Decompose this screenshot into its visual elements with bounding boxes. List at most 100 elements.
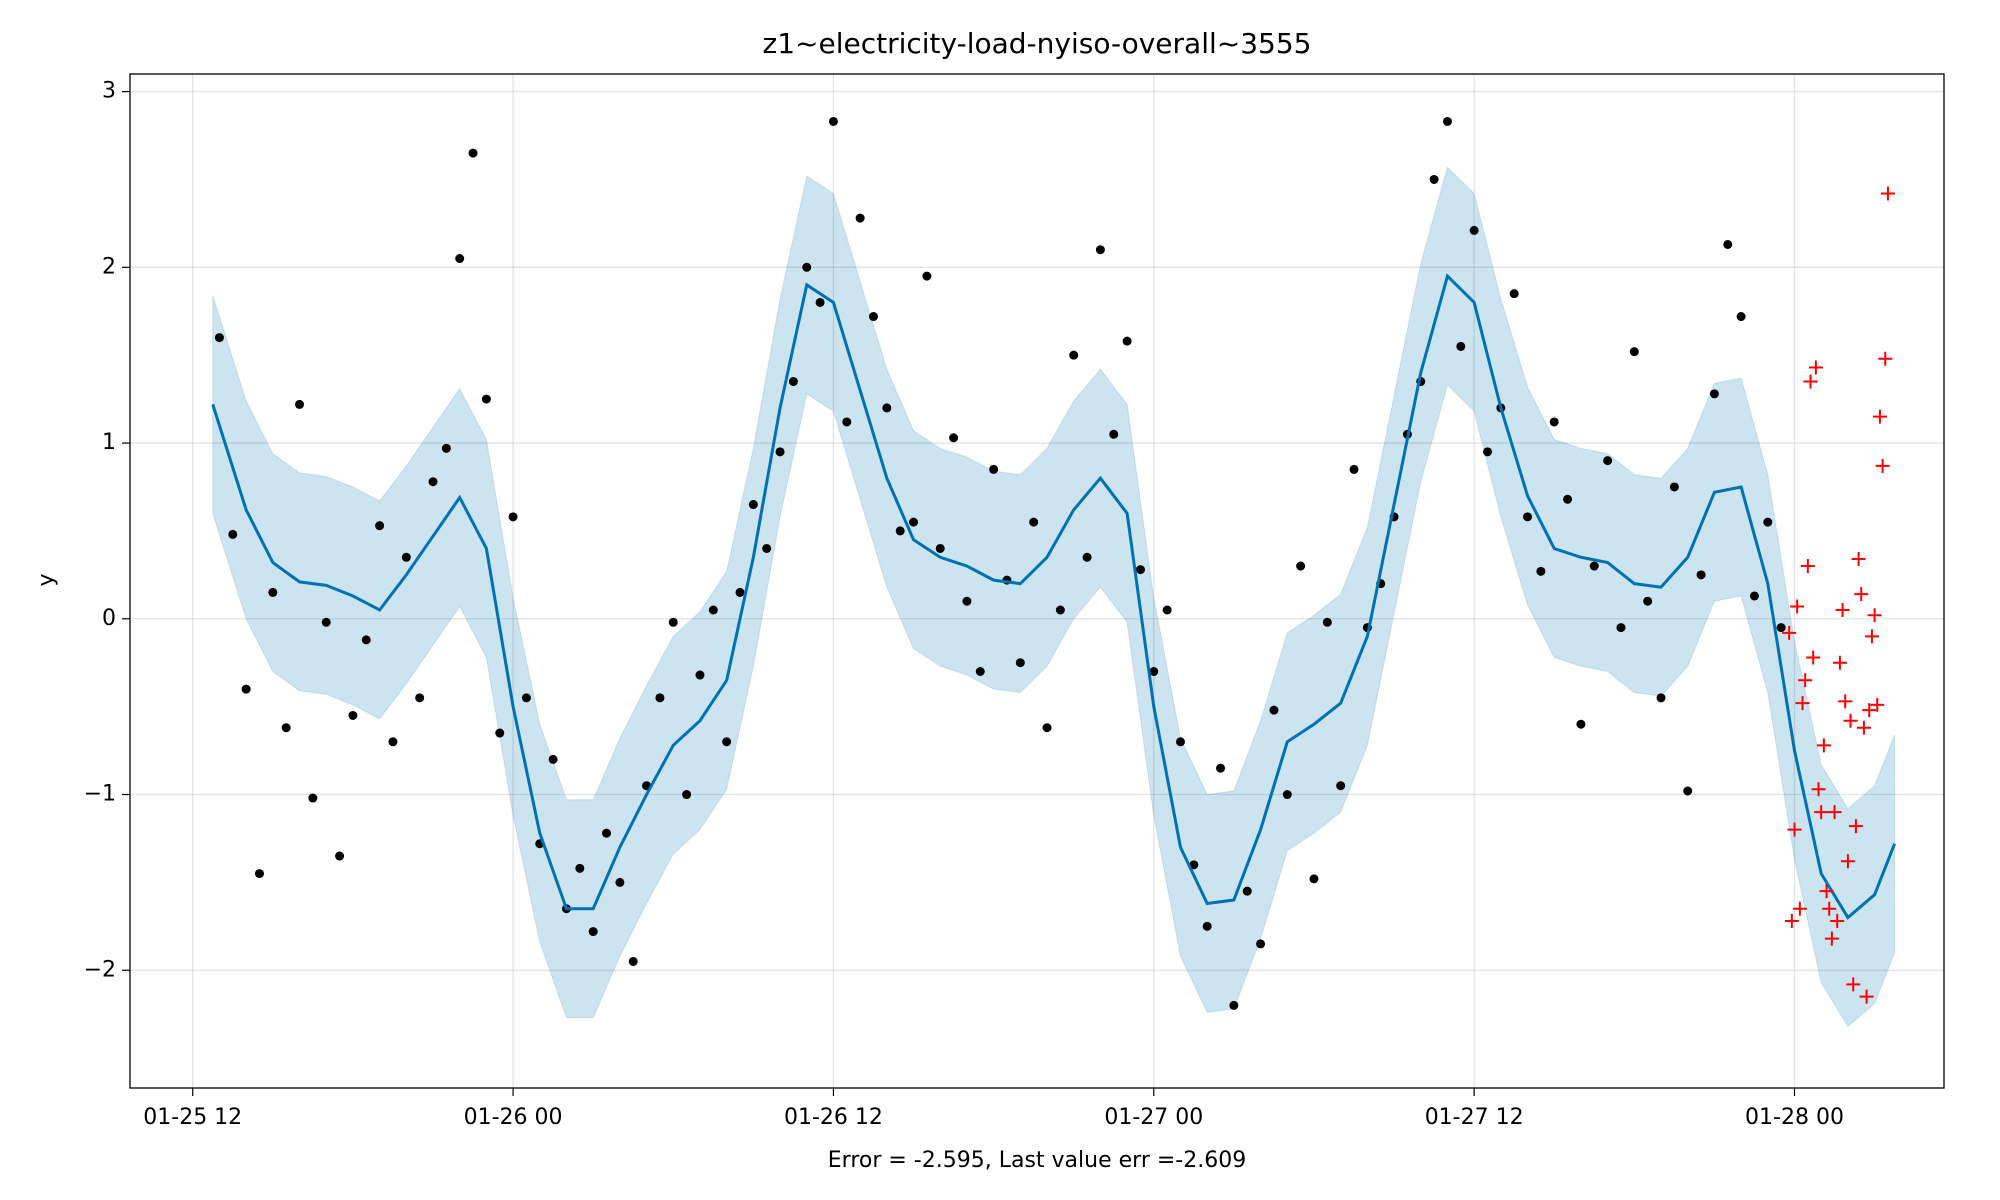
observed-point (1042, 723, 1052, 733)
observed-point (415, 693, 425, 703)
observed-point (1536, 566, 1546, 576)
observed-point (1069, 350, 1079, 360)
observed-point (935, 543, 945, 553)
observed-point (1109, 429, 1119, 439)
actual-point (1827, 805, 1842, 820)
observed-point (1149, 667, 1159, 677)
observed-point (962, 596, 972, 606)
observed-point (722, 737, 732, 747)
observed-point (1482, 447, 1492, 457)
observed-point (868, 312, 878, 322)
observed-point (1135, 565, 1145, 575)
observed-point (1736, 312, 1746, 322)
x-tick-label: 01-27 00 (1104, 1105, 1203, 1130)
observed-point (828, 116, 838, 126)
actual-point (1792, 901, 1807, 916)
observed-point (241, 684, 251, 694)
observed-point (975, 667, 985, 677)
observed-point (655, 693, 665, 703)
observed-point (1216, 763, 1226, 773)
actual-point (1854, 587, 1869, 602)
observed-point (1683, 786, 1693, 796)
y-tick-label: 1 (102, 430, 116, 455)
observed-point (1709, 389, 1719, 399)
plot-area (211, 116, 1897, 1028)
observed-point (1763, 517, 1773, 527)
y-tick-label: 0 (102, 606, 116, 631)
observed-point (1523, 512, 1533, 522)
actual-point (1803, 374, 1818, 389)
observed-point (1563, 494, 1573, 504)
observed-point (268, 587, 278, 597)
observed-point (1122, 336, 1132, 346)
observed-point (1643, 596, 1653, 606)
observed-point (802, 262, 812, 272)
chart-title: z1~electricity-load-nyiso-overall~3555 (763, 27, 1312, 60)
observed-point (628, 956, 638, 966)
actual-point (1835, 602, 1850, 617)
y-tick-label: 3 (102, 79, 116, 104)
x-axis-label: Error = -2.595, Last value err =-2.609 (828, 1148, 1246, 1173)
actual-point (1824, 931, 1839, 946)
actual-point (1832, 655, 1847, 670)
x-tick-label: 01-28 00 (1745, 1105, 1844, 1130)
observed-point (1429, 174, 1439, 184)
observed-point (214, 333, 224, 343)
observed-point (788, 377, 798, 387)
actual-point (1787, 822, 1802, 837)
actual-point (1816, 738, 1831, 753)
actual-point (1790, 599, 1805, 614)
actual-point (1814, 805, 1829, 820)
actual-point (1867, 608, 1882, 623)
actual-point (1880, 186, 1895, 201)
observed-point (1269, 705, 1279, 715)
actual-point (1830, 914, 1845, 929)
observed-point (922, 271, 932, 281)
observed-point (548, 754, 558, 764)
observed-point (668, 617, 678, 627)
observed-point (1629, 347, 1639, 357)
actual-point (1782, 625, 1797, 640)
observed-point (1229, 1000, 1239, 1010)
observed-point (1442, 116, 1452, 126)
observed-point (735, 587, 745, 597)
observed-point (254, 869, 264, 879)
observed-point (949, 433, 959, 443)
observed-point (481, 394, 491, 404)
observed-point (455, 254, 465, 264)
actual-point (1870, 697, 1885, 712)
actual-point (1851, 552, 1866, 567)
observed-point (909, 517, 919, 527)
observed-point (521, 693, 531, 703)
observed-point (1349, 464, 1359, 474)
observed-point (748, 500, 758, 510)
observed-point (1189, 860, 1199, 870)
observed-point (361, 635, 371, 645)
observed-point (1749, 591, 1759, 601)
y-tick-label: −2 (84, 957, 116, 982)
observed-point (1242, 886, 1252, 896)
observed-point (348, 710, 358, 720)
actual-point (1822, 901, 1837, 916)
actual-point (1856, 720, 1871, 735)
observed-point (1576, 719, 1586, 729)
observed-point (882, 403, 892, 413)
uncertainty-band (212, 166, 1896, 1028)
grid (130, 74, 1944, 1088)
observed-point (1162, 605, 1172, 615)
x-tick-label: 01-26 12 (784, 1105, 883, 1130)
observed-point (375, 521, 385, 531)
observed-point (842, 417, 852, 427)
observed-point (762, 543, 772, 553)
actual-point (1811, 782, 1826, 797)
x-tick-label: 01-26 00 (464, 1105, 563, 1130)
observed-point (1256, 939, 1266, 949)
observed-point (508, 512, 518, 522)
observed-point (1696, 570, 1706, 580)
observed-point (775, 447, 785, 457)
y-tick-label: 2 (102, 254, 116, 279)
observed-point (1095, 245, 1105, 255)
observed-point (615, 877, 625, 887)
